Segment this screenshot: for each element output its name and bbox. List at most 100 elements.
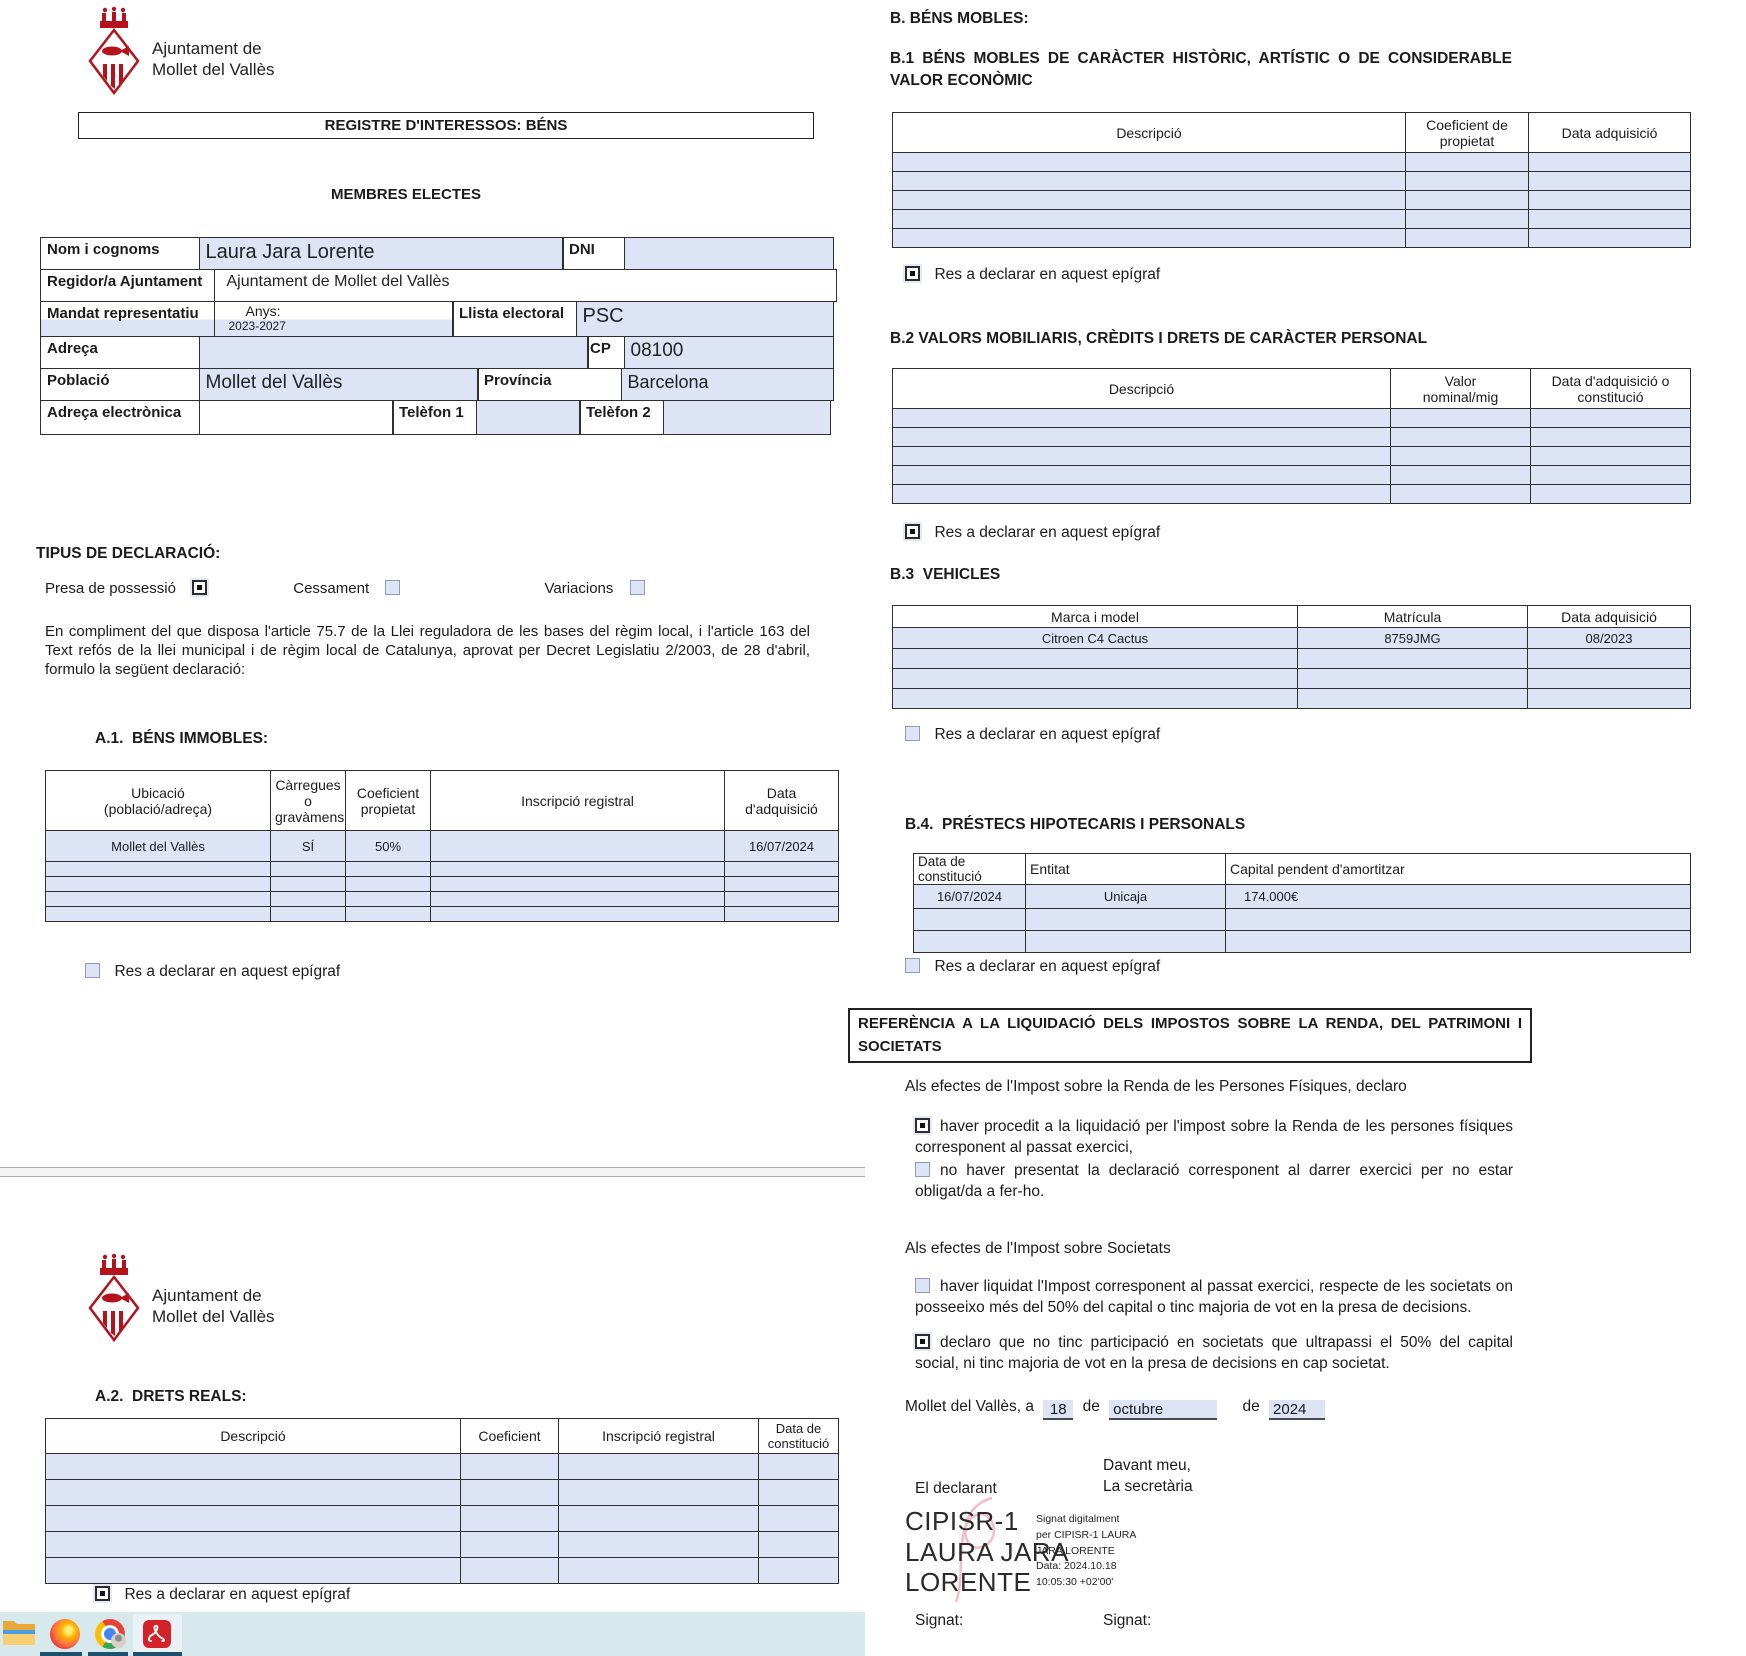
b4-row1-capital[interactable]: 174.000€ <box>1225 884 1691 909</box>
a1-res-declarar-checkbox[interactable] <box>85 963 100 978</box>
b4-row1-entitat[interactable]: Unicaja <box>1025 884 1226 909</box>
anys-value[interactable]: 2023-2027 <box>228 318 286 333</box>
a1-row1-carregues[interactable]: SÍ <box>270 830 346 862</box>
renda-option-2: no haver presentat la declaració corresp… <box>915 1160 1513 1203</box>
b1-empty-row[interactable] <box>892 209 1406 229</box>
b4-res-declarar-label: Res a declarar en aquest epígraf <box>934 958 1161 975</box>
b1-empty-row[interactable] <box>892 190 1406 210</box>
a1-empty-row[interactable] <box>45 891 271 907</box>
b2-heading: B.2 VALORS MOBILIARIS, CRÈDITS I DRETS D… <box>890 330 1428 347</box>
b3-header-data: Data adquisició <box>1527 605 1691 628</box>
file-explorer-icon[interactable] <box>2 1618 36 1653</box>
variacions-checkbox[interactable] <box>629 580 645 595</box>
societats-opt2-checkbox[interactable] <box>915 1334 930 1349</box>
b3-row1-data[interactable]: 08/2023 <box>1527 627 1691 649</box>
date-month-field[interactable]: octubre <box>1109 1400 1218 1420</box>
date-prefix: Mollet del Vallès, a <box>905 1398 1034 1415</box>
b3-header-matricula: Matrícula <box>1297 605 1528 628</box>
b1-empty-row[interactable] <box>892 228 1406 248</box>
a1-empty-row[interactable] <box>45 906 271 922</box>
adreca-field[interactable] <box>198 335 589 369</box>
mandat-field[interactable]: Anys: 2023-2027 <box>213 300 454 337</box>
tel2-field[interactable] <box>662 399 831 435</box>
a1-res-declarar-row: Res a declarar en aquest epígraf <box>85 963 340 981</box>
b2-valors-mobiliaris-table: Descripció Valor nominal/mig Data d'adqu… <box>892 368 1691 504</box>
date-de2: de <box>1242 1398 1260 1415</box>
poblacio-field[interactable]: Mollet del Vallès <box>198 367 479 401</box>
date-line: Mollet del Vallès, a 18 de octubre de 20… <box>905 1398 1330 1420</box>
signature-name-line3: LORENTE <box>905 1567 1032 1598</box>
tel1-field[interactable] <box>475 399 581 435</box>
b1-heading: B.1 BÉNS MOBLES DE CARÀCTER HISTÒRIC, AR… <box>890 50 1512 89</box>
renda-opt1-label: haver procedit a la liquidació per l'imp… <box>915 1118 1513 1157</box>
b4-header-capital: Capital pendent d'amortitzar <box>1225 853 1691 885</box>
a2-empty-row[interactable] <box>45 1453 461 1480</box>
b2-empty-row[interactable] <box>892 446 1391 466</box>
a1-row1-inscripcio[interactable] <box>430 830 725 862</box>
adobe-acrobat-icon[interactable] <box>143 1620 171 1648</box>
societats-heading: Als efectes de l'Impost sobre Societats <box>905 1240 1171 1257</box>
societats-opt1-checkbox[interactable] <box>915 1278 930 1293</box>
cessament-checkbox[interactable] <box>385 580 401 595</box>
renda-option-1: haver procedit a la liquidació per l'imp… <box>915 1116 1513 1159</box>
logo-text-line1: Ajuntament de <box>152 39 262 58</box>
a1-row1-ubicacio[interactable]: Mollet del Vallès <box>45 830 271 862</box>
b2-empty-row[interactable] <box>892 408 1391 428</box>
davant-meu-label: Davant meu, <box>1103 1457 1191 1474</box>
a2-empty-row[interactable] <box>45 1479 461 1506</box>
b2-res-declarar-checkbox[interactable] <box>905 524 920 539</box>
b3-res-declarar-checkbox[interactable] <box>905 726 920 741</box>
legal-paragraph: En compliment del que disposa l'article … <box>45 623 810 678</box>
cp-field[interactable]: 08100 <box>623 335 834 369</box>
b4-empty-row[interactable] <box>913 908 1026 931</box>
renda-opt2-checkbox[interactable] <box>915 1162 930 1177</box>
firefox-icon[interactable] <box>50 1619 80 1649</box>
dni-field[interactable] <box>623 236 834 270</box>
b1-empty-row[interactable] <box>892 152 1406 172</box>
chrome-icon[interactable] <box>95 1619 126 1649</box>
llista-field[interactable]: PSC <box>575 300 834 337</box>
renda-heading: Als efectes de l'Impost sobre la Renda d… <box>905 1078 1407 1095</box>
tel2-label: Telèfon 2 <box>579 399 664 435</box>
societats-option-1: haver liquidat l'Impost corresponent al … <box>915 1276 1513 1319</box>
nom-field[interactable]: Laura Jara Lorente <box>198 236 564 270</box>
a1-header-carregues: Càrregues o gravàmens <box>270 770 346 831</box>
b4-row1-data[interactable]: 16/07/2024 <box>913 884 1026 909</box>
a2-empty-row[interactable] <box>45 1505 461 1532</box>
b2-header-data: Data d'adquisició o constitució <box>1530 368 1691 409</box>
b1-res-declarar-checkbox[interactable] <box>905 266 920 281</box>
b3-vehicles-table: Marca i model Matrícula Data adquisició … <box>892 605 1691 709</box>
a1-row1-coeficient[interactable]: 50% <box>345 830 431 862</box>
b1-header-data: Data adquisició <box>1528 112 1691 153</box>
b3-empty-row[interactable] <box>892 688 1298 709</box>
b3-row1-marca[interactable]: Citroen C4 Cactus <box>892 627 1298 649</box>
b1-empty-row[interactable] <box>892 171 1406 191</box>
a1-empty-row[interactable] <box>45 861 271 877</box>
date-year-field[interactable]: 2024 <box>1269 1400 1326 1420</box>
a2-res-declarar-checkbox[interactable] <box>95 1586 110 1601</box>
provincia-field[interactable]: Barcelona <box>620 367 834 401</box>
a2-empty-row[interactable] <box>45 1531 461 1558</box>
a1-heading: A.1. BÉNS IMMOBLES: <box>95 730 269 747</box>
b2-empty-row[interactable] <box>892 484 1391 504</box>
b3-empty-row[interactable] <box>892 668 1298 689</box>
b1-res-declarar-label: Res a declarar en aquest epígraf <box>934 266 1161 283</box>
renda-opt1-checkbox[interactable] <box>915 1118 930 1133</box>
chrome-profile-badge <box>111 1633 126 1648</box>
b3-empty-row[interactable] <box>892 648 1298 669</box>
b4-res-declarar-checkbox[interactable] <box>905 958 920 973</box>
a1-empty-row[interactable] <box>45 876 271 892</box>
digital-signature-details: Signat digitalment per CIPISR-1 LAURA JA… <box>1036 1513 1137 1588</box>
email-field[interactable] <box>198 399 394 435</box>
regidor-field[interactable]: Ajuntament de Mollet del Vallès <box>213 268 837 302</box>
date-day-field[interactable]: 18 <box>1043 1400 1074 1420</box>
a1-row1-data[interactable]: 16/07/2024 <box>724 830 839 862</box>
b3-row1-matricula[interactable]: 8759JMG <box>1297 627 1528 649</box>
b4-empty-row[interactable] <box>913 930 1026 953</box>
b2-empty-row[interactable] <box>892 465 1391 485</box>
b2-empty-row[interactable] <box>892 427 1391 447</box>
presa-possessio-label: Presa de possessió <box>45 580 176 597</box>
a2-empty-row[interactable] <box>45 1557 461 1584</box>
presa-possessio-checkbox[interactable] <box>192 580 208 595</box>
